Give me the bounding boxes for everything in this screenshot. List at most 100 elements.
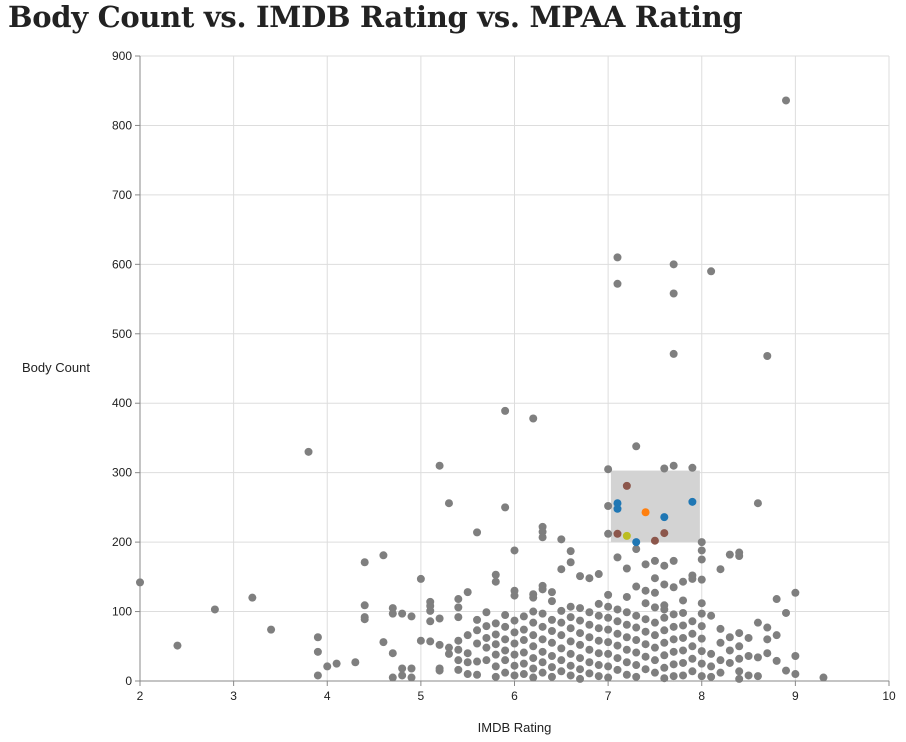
data-point[interactable] xyxy=(510,616,519,625)
data-point[interactable] xyxy=(669,647,678,656)
data-point[interactable] xyxy=(454,665,463,674)
data-point[interactable] xyxy=(566,613,575,622)
data-point[interactable] xyxy=(585,608,594,617)
data-point[interactable] xyxy=(594,599,603,608)
data-point[interactable] xyxy=(753,618,762,627)
data-point[interactable] xyxy=(753,672,762,681)
data-point[interactable] xyxy=(529,654,538,663)
data-point[interactable] xyxy=(491,640,500,649)
data-point[interactable] xyxy=(454,613,463,622)
data-point[interactable] xyxy=(679,577,688,586)
data-point[interactable] xyxy=(360,558,369,567)
data-point[interactable] xyxy=(388,609,397,618)
data-point[interactable] xyxy=(669,289,678,298)
data-point[interactable] xyxy=(613,279,622,288)
data-point[interactable] xyxy=(669,672,678,681)
data-point[interactable] xyxy=(463,588,472,597)
data-point[interactable] xyxy=(791,670,800,679)
data-point[interactable] xyxy=(491,662,500,671)
data-point[interactable] xyxy=(650,574,659,583)
data-point[interactable] xyxy=(566,558,575,567)
data-point[interactable] xyxy=(763,649,772,658)
highlighted-point[interactable] xyxy=(622,481,631,490)
data-point[interactable] xyxy=(388,649,397,658)
data-point[interactable] xyxy=(501,503,510,512)
data-point[interactable] xyxy=(660,580,669,589)
data-point[interactable] xyxy=(566,602,575,611)
data-point[interactable] xyxy=(585,645,594,654)
data-point[interactable] xyxy=(557,656,566,665)
highlighted-point[interactable] xyxy=(688,497,697,506)
data-point[interactable] xyxy=(650,588,659,597)
data-point[interactable] xyxy=(622,670,631,679)
data-point[interactable] xyxy=(491,672,500,681)
data-point[interactable] xyxy=(744,652,753,660)
data-point[interactable] xyxy=(669,660,678,669)
data-point[interactable] xyxy=(360,615,369,624)
data-point[interactable] xyxy=(604,638,613,647)
data-point[interactable] xyxy=(576,629,585,638)
data-point[interactable] xyxy=(660,464,669,473)
data-point[interactable] xyxy=(529,607,538,616)
data-point[interactable] xyxy=(435,461,444,470)
data-point[interactable] xyxy=(641,615,650,624)
data-point[interactable] xyxy=(566,671,575,680)
data-point[interactable] xyxy=(482,608,491,617)
data-point[interactable] xyxy=(454,636,463,645)
data-point[interactable] xyxy=(435,666,444,675)
data-point[interactable] xyxy=(444,643,453,652)
data-point[interactable] xyxy=(491,577,500,586)
data-point[interactable] xyxy=(510,661,519,670)
data-point[interactable] xyxy=(547,615,556,624)
data-point[interactable] xyxy=(688,654,697,663)
data-point[interactable] xyxy=(716,656,725,665)
data-point[interactable] xyxy=(398,664,407,673)
data-point[interactable] xyxy=(650,656,659,665)
highlighted-point[interactable] xyxy=(660,513,669,522)
data-point[interactable] xyxy=(510,546,519,555)
data-point[interactable] xyxy=(491,619,500,628)
data-point[interactable] xyxy=(566,661,575,670)
data-point[interactable] xyxy=(604,673,613,682)
data-point[interactable] xyxy=(501,622,510,631)
data-point[interactable] xyxy=(604,662,613,671)
data-point[interactable] xyxy=(679,658,688,667)
data-point[interactable] xyxy=(622,592,631,601)
data-point[interactable] xyxy=(763,352,772,360)
data-point[interactable] xyxy=(697,622,706,631)
data-point[interactable] xyxy=(435,614,444,623)
data-point[interactable] xyxy=(426,637,435,646)
data-point[interactable] xyxy=(482,622,491,631)
data-point[interactable] xyxy=(491,570,500,579)
data-point[interactable] xyxy=(566,637,575,646)
data-point[interactable] xyxy=(510,650,519,659)
data-point[interactable] xyxy=(632,661,641,670)
data-point[interactable] xyxy=(782,96,791,105)
data-point[interactable] xyxy=(725,550,734,559)
data-point[interactable] xyxy=(444,649,453,658)
data-point[interactable] xyxy=(210,605,219,614)
data-point[interactable] xyxy=(529,618,538,627)
data-point[interactable] xyxy=(379,638,388,647)
data-point[interactable] xyxy=(407,664,416,673)
data-point[interactable] xyxy=(632,648,641,657)
data-point[interactable] xyxy=(650,643,659,652)
data-point[interactable] xyxy=(529,631,538,640)
data-point[interactable] xyxy=(510,628,519,637)
data-point[interactable] xyxy=(482,633,491,642)
data-point[interactable] xyxy=(454,595,463,604)
data-point[interactable] xyxy=(688,574,697,583)
data-point[interactable] xyxy=(679,621,688,630)
data-point[interactable] xyxy=(585,574,594,583)
brush-selection[interactable] xyxy=(610,470,700,543)
data-point[interactable] xyxy=(641,640,650,649)
data-point[interactable] xyxy=(529,593,538,602)
data-point[interactable] xyxy=(604,602,613,611)
data-point[interactable] xyxy=(622,608,631,617)
highlighted-point[interactable] xyxy=(622,531,631,540)
data-point[interactable] xyxy=(473,626,482,635)
data-point[interactable] xyxy=(725,658,734,667)
data-point[interactable] xyxy=(557,631,566,640)
data-point[interactable] xyxy=(398,671,407,680)
data-point[interactable] xyxy=(679,633,688,642)
